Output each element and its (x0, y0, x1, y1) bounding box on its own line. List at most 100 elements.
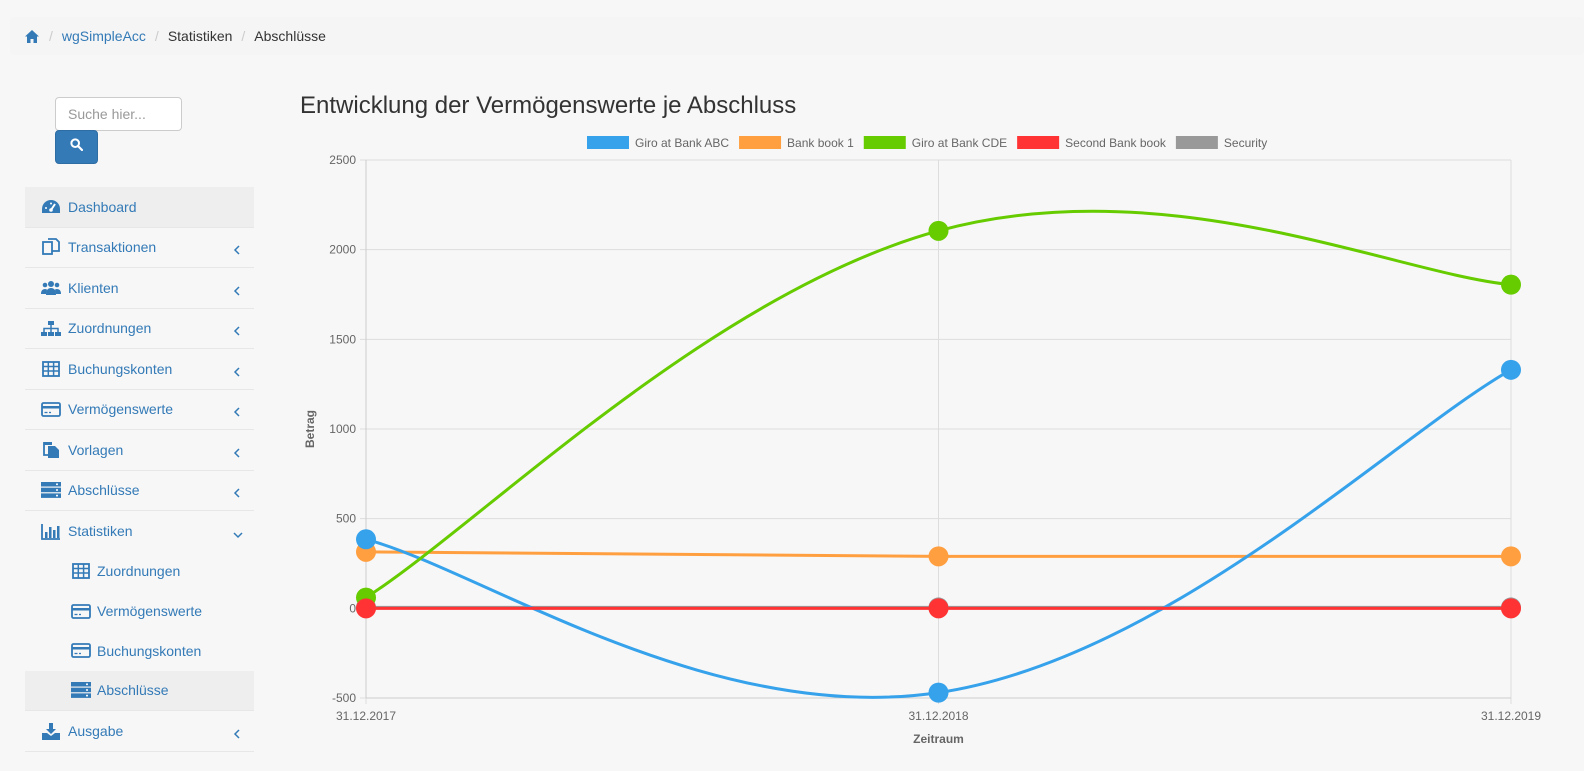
credit-card-icon (41, 400, 61, 418)
legend-label: Security (1224, 136, 1267, 150)
page-title: Entwicklung der Vermögenswerte je Abschl… (300, 92, 797, 119)
submenu-item-label: Vermögenswerte (97, 603, 203, 620)
table-icon (71, 562, 91, 580)
data-point (356, 529, 376, 550)
sitemap-icon (41, 319, 61, 337)
submenu-item-label: Abschlüsse (97, 682, 169, 699)
submenu-item-label: Zuordnungen (97, 563, 181, 580)
sidebar-item-label: Abschlüsse (68, 482, 140, 499)
bar-chart-icon (41, 522, 61, 540)
search-input[interactable] (55, 97, 182, 131)
chevron-left-icon (233, 364, 241, 377)
home-icon[interactable] (24, 29, 40, 44)
legend-item: Giro at Bank CDE (863, 136, 1007, 150)
server-icon (71, 681, 91, 699)
legend-label: Giro at Bank CDE (912, 136, 1007, 150)
table-icon (41, 360, 61, 378)
chevron-left-icon (233, 726, 241, 739)
sidebar-item-vermoegenswerte[interactable]: Vermögenswerte (25, 390, 254, 430)
chart-grid (360, 159, 1512, 704)
server-icon (41, 481, 61, 499)
breadcrumb-separator: / (154, 28, 159, 44)
submenu-item-zuordnungen[interactable]: Zuordnungen (25, 552, 254, 592)
breadcrumb-separator: / (241, 28, 246, 44)
submenu-item-vermoegenswerte[interactable]: Vermögenswerte (25, 591, 254, 631)
legend-label: Bank book 1 (787, 136, 854, 150)
breadcrumb-item-current: Abschlüsse (254, 28, 326, 44)
data-point (928, 546, 949, 567)
sidebar-item-label: Zuordnungen (68, 320, 152, 337)
dashboard-icon (41, 198, 61, 216)
data-point (1501, 598, 1521, 619)
legend-swatch (587, 136, 629, 149)
chevron-left-icon (233, 242, 241, 255)
search-button[interactable] (55, 130, 98, 164)
x-axis-title: Zeitraum (913, 732, 964, 746)
data-point (1501, 546, 1521, 567)
data-point (928, 220, 949, 241)
line-chart: Giro at Bank ABC Bank book 1 Giro at Bank … (303, 136, 1541, 746)
credit-card-icon (71, 642, 91, 660)
y-tick-label: 1000 (329, 422, 356, 436)
sidebar-item-ausgabe[interactable]: Ausgabe (25, 711, 254, 752)
y-tick-label: 0 (349, 601, 356, 615)
y-tick-label: 2500 (329, 153, 356, 167)
submenu-item-label: Buchungskonten (97, 642, 202, 659)
chevron-left-icon (233, 485, 241, 498)
x-tick-label: 31.12.2018 (908, 709, 968, 723)
y-tick-label: 1500 (329, 332, 356, 346)
x-tick-label: 31.12.2017 (336, 709, 396, 723)
legend-item: Giro at Bank ABC (587, 136, 729, 150)
data-point (928, 682, 949, 703)
sidebar-item-label: Buchungskonten (68, 360, 173, 377)
legend-label: Giro at Bank ABC (635, 136, 729, 150)
chart-points (356, 220, 1521, 703)
chevron-down-icon (233, 526, 243, 539)
legend-swatch (1017, 136, 1060, 149)
sidebar-item-label: Dashboard (68, 198, 137, 215)
sidebar-item-label: Ausgabe (68, 723, 124, 739)
users-icon (41, 279, 61, 297)
x-tick-label: 31.12.2019 (1481, 709, 1541, 723)
sidebar-item-label: Vorlagen (68, 441, 124, 458)
sidebar-item-label: Statistiken (68, 523, 133, 540)
legend-item: Bank book 1 (739, 136, 854, 150)
y-tick-label: 2000 (329, 243, 356, 257)
chevron-left-icon (233, 445, 241, 458)
breadcrumb: / wgSimpleAcc / Statistiken / Abschlüsse (10, 17, 1584, 55)
sidebar-item-transaktionen[interactable]: Transaktionen (25, 228, 254, 268)
download-icon (41, 722, 61, 740)
sidebar-menu: Dashboard Transaktionen Klienten Zuordnu… (25, 187, 254, 752)
y-tick-label: -500 (332, 691, 356, 705)
sidebar-item-dashboard[interactable]: Dashboard (25, 187, 254, 228)
legend-item: Second Bank book (1017, 136, 1167, 150)
submenu-item-abschluesse[interactable]: Abschlüsse (25, 670, 254, 711)
submenu-item-buchungskonten[interactable]: Buchungskonten (25, 631, 254, 671)
data-point (1501, 359, 1521, 380)
legend-item: Security (1175, 136, 1267, 150)
credit-card-icon (71, 602, 91, 620)
breadcrumb-separator: / (49, 28, 53, 44)
sidebar-item-zuordnungen[interactable]: Zuordnungen (25, 309, 254, 349)
search-icon (70, 138, 84, 156)
chevron-left-icon (233, 404, 241, 417)
sidebar-item-abschluesse[interactable]: Abschlüsse (25, 471, 254, 511)
sidebar-item-vorlagen[interactable]: Vorlagen (25, 430, 254, 471)
data-point (928, 598, 949, 619)
sidebar-item-label: Vermögenswerte (68, 401, 174, 418)
sidebar-item-label: Transaktionen (68, 239, 157, 256)
sidebar-item-label: Klienten (68, 279, 119, 296)
breadcrumb-link-app[interactable]: wgSimpleAcc (61, 28, 146, 44)
y-axis-ticks: 2500 2000 1500 1000 500 0 -500 (329, 153, 356, 705)
sidebar-item-buchungskonten[interactable]: Buchungskonten (25, 349, 254, 390)
y-axis-title: Betrag (303, 410, 317, 448)
sidebar-item-klienten[interactable]: Klienten (25, 268, 254, 309)
x-axis-ticks: 31.12.2017 31.12.2018 31.12.2019 (336, 709, 1541, 723)
transactions-icon (41, 238, 61, 256)
legend-swatch (863, 136, 906, 149)
legend-swatch (1175, 136, 1218, 149)
sidebar-item-statistiken[interactable]: Statistiken (25, 511, 254, 552)
legend-swatch (739, 136, 782, 149)
chart-legend: Giro at Bank ABC Bank book 1 Giro at Bank … (587, 136, 1267, 150)
data-point (1501, 274, 1521, 295)
